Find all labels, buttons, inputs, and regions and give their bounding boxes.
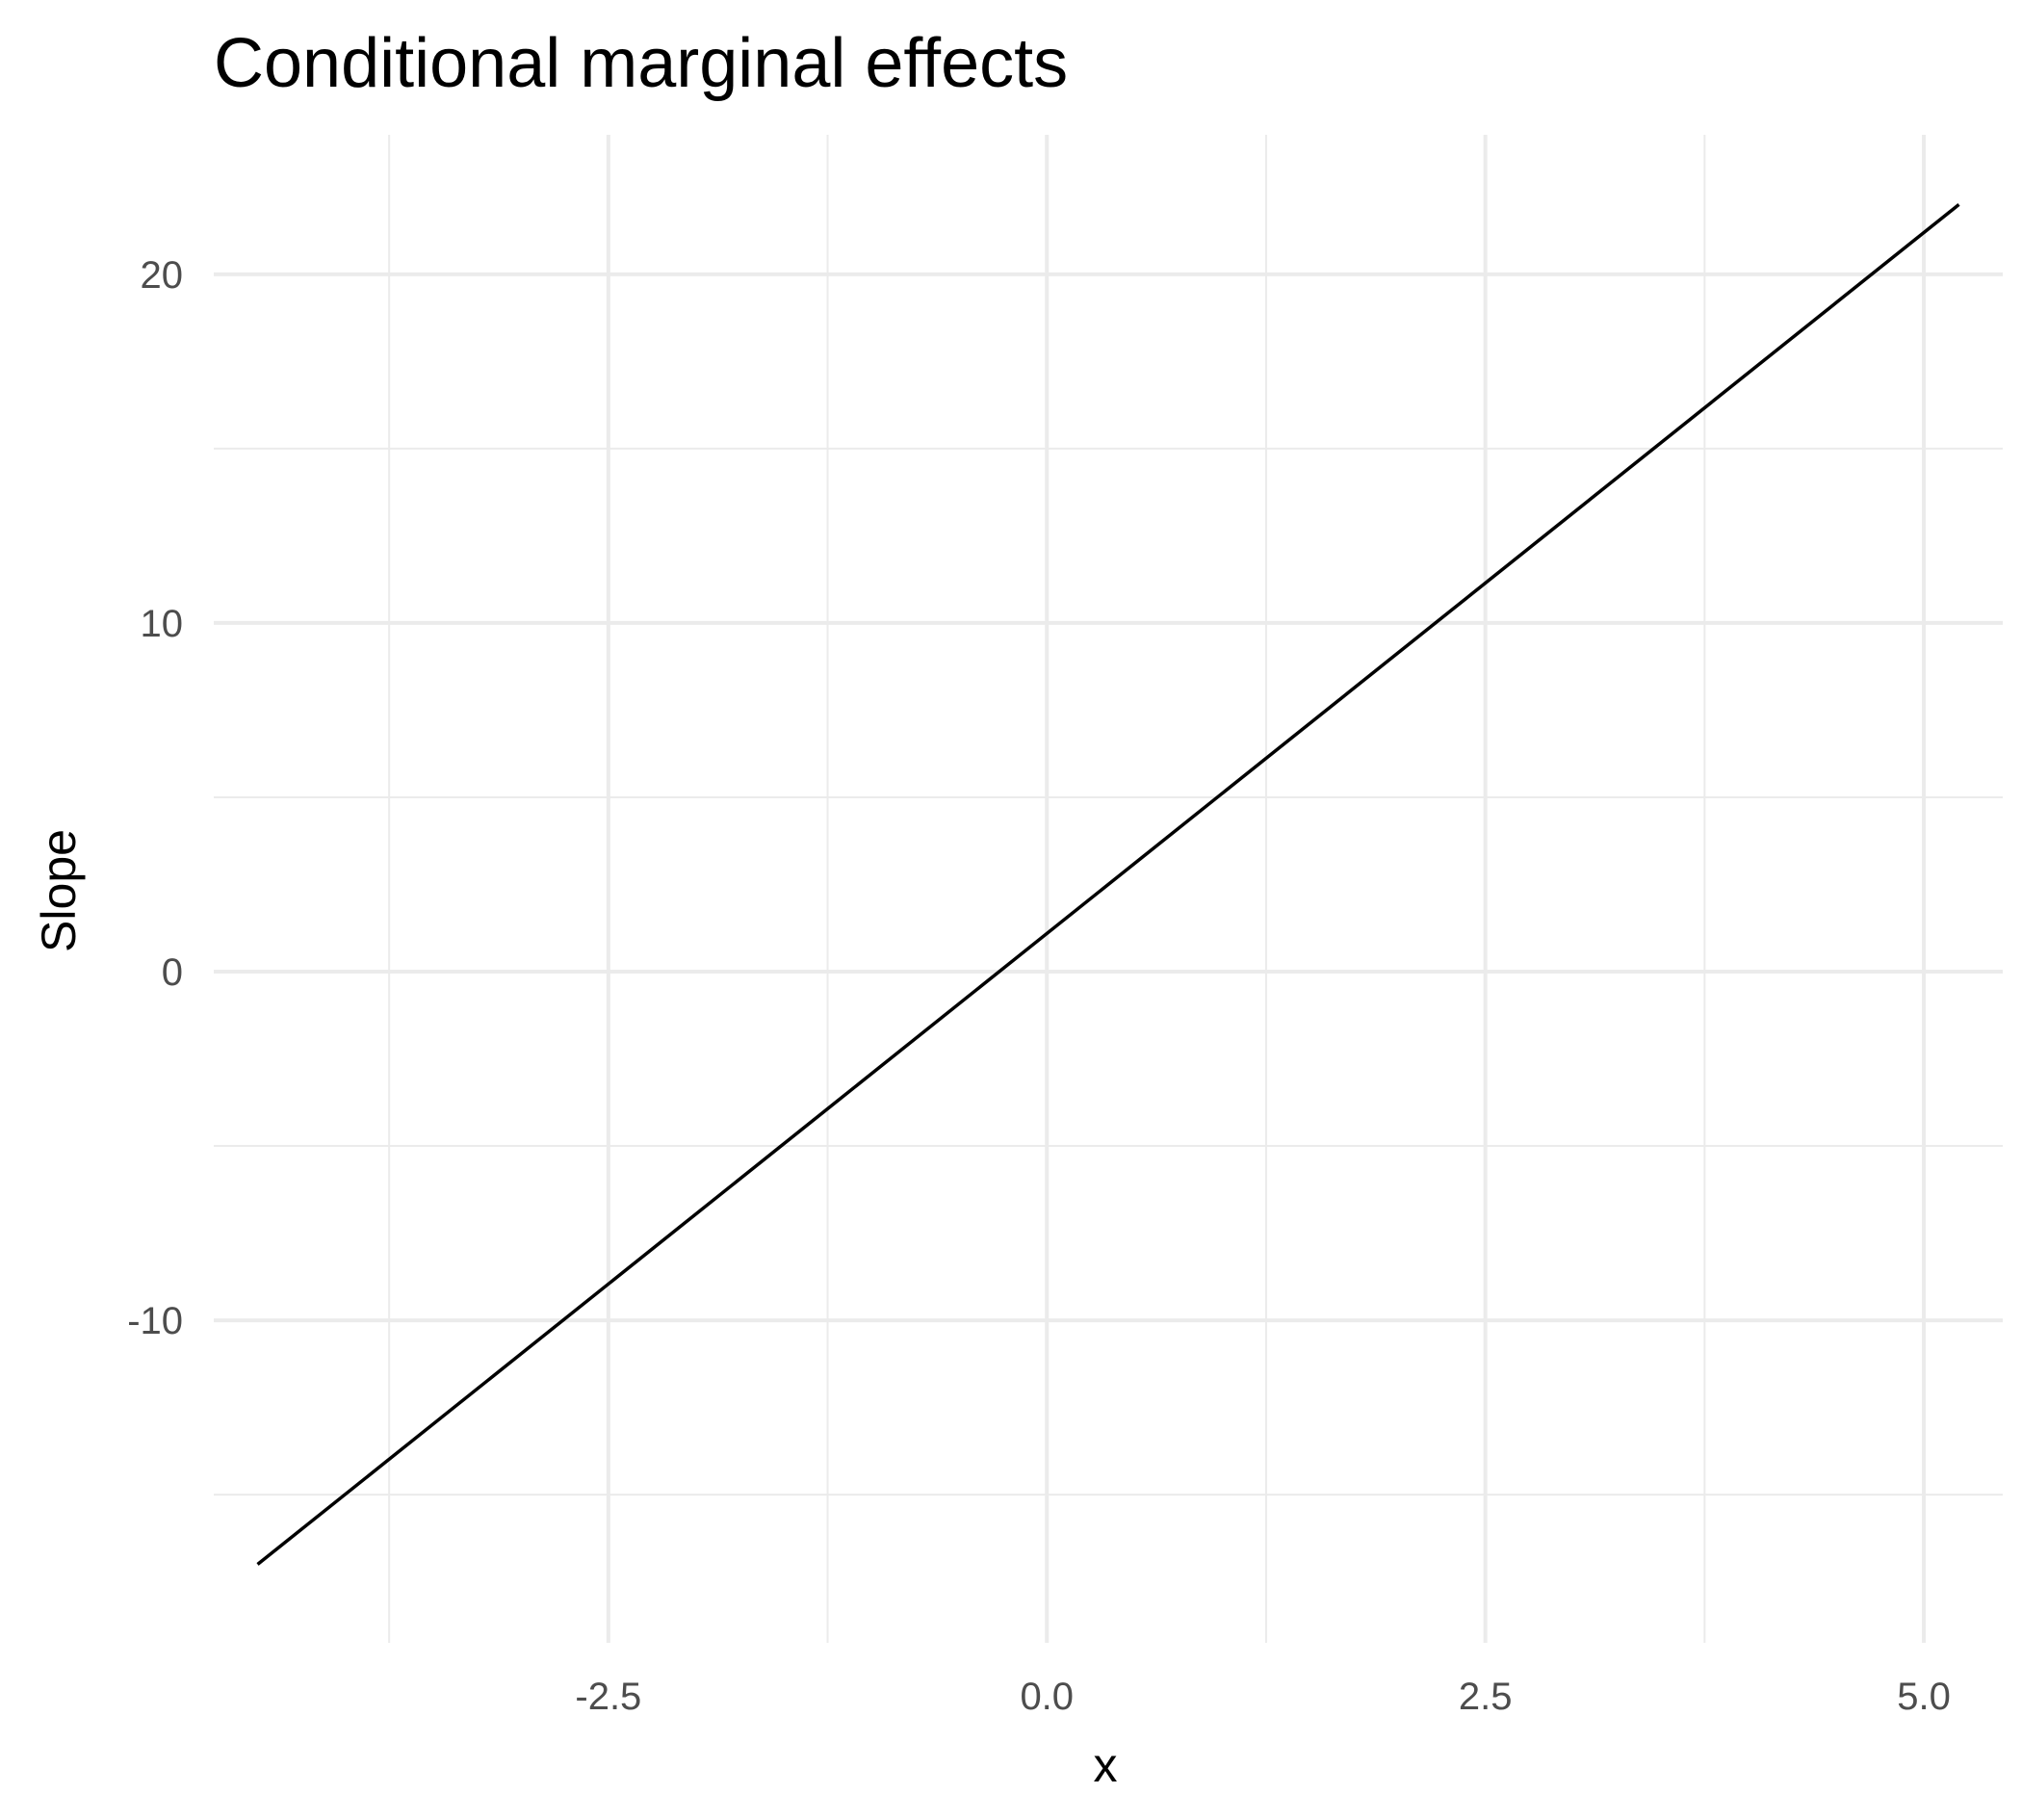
y-axis-ticks: -10 0 10 20 [127, 254, 183, 1342]
x-tick-label-0: -2.5 [575, 1676, 641, 1718]
x-axis-title: x [1094, 1738, 1118, 1792]
y-tick-label-0: -10 [127, 1300, 183, 1342]
x-tick-label-1: 0.0 [1020, 1676, 1074, 1718]
y-tick-label-1: 0 [162, 951, 183, 994]
y-tick-label-2: 10 [141, 603, 184, 645]
x-tick-label-3: 5.0 [1897, 1676, 1951, 1718]
x-tick-label-2: 2.5 [1459, 1676, 1513, 1718]
grid-lines [214, 135, 2003, 1643]
y-tick-label-3: 20 [141, 254, 184, 297]
series-line-0 [256, 203, 1960, 1566]
chart-title: Conditional marginal effects [214, 25, 1068, 102]
y-axis-title: Slope [32, 829, 86, 952]
x-axis-ticks: -2.5 0.0 2.5 5.0 [575, 1676, 1950, 1718]
series-layer [256, 203, 1960, 1566]
